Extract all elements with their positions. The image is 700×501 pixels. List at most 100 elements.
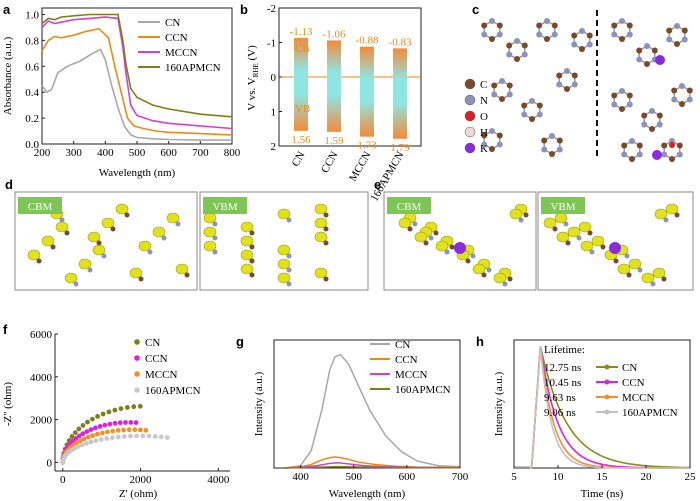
cb-value-CN: -1.13	[290, 26, 313, 38]
point-160APMCN	[75, 444, 81, 449]
y-tick-label: -1	[267, 38, 276, 50]
point-CCN	[112, 420, 118, 426]
nitrogen-atom	[626, 31, 633, 38]
density-lobe	[314, 267, 328, 279]
carbon-atom	[496, 22, 503, 29]
legend-swatch-CCN	[134, 355, 140, 361]
carbon-atom	[679, 101, 685, 107]
nitrogen-atom	[656, 121, 663, 128]
x-tick-label: 200	[34, 147, 51, 159]
y-tick-label: -2	[267, 3, 276, 15]
carbon-atom	[565, 240, 571, 246]
point-MCCN	[90, 433, 95, 438]
density-lobe	[641, 272, 655, 284]
point-160APMCN	[121, 434, 127, 439]
density-lobe	[203, 240, 217, 252]
x-tick-label: 25	[685, 471, 697, 483]
density-lobe	[314, 217, 328, 229]
potassium-atom	[454, 242, 466, 254]
nitrogen-atom	[489, 18, 495, 24]
nitrogen-atom	[286, 267, 292, 273]
density-lobe	[314, 231, 328, 243]
density-lobe	[414, 231, 428, 243]
carbon-atom	[529, 116, 535, 122]
panel-label-f: f	[3, 322, 8, 337]
nitrogen-atom	[649, 108, 655, 114]
nitrogen-atom	[286, 281, 292, 287]
potassium-atom	[652, 150, 662, 160]
carbon-atom	[481, 272, 487, 278]
carbon-atom	[506, 82, 513, 89]
legend-label-H: H	[480, 127, 488, 139]
band-bar-CN	[294, 38, 308, 131]
density-lobe	[509, 208, 523, 220]
nitrogen-atom	[506, 51, 513, 58]
legend-label-CN: CN	[622, 362, 637, 374]
x-tick-label: 5	[511, 471, 517, 483]
nitrogen-atom	[636, 56, 643, 63]
legend-label-160APMCN: 160APMCN	[395, 384, 451, 396]
chart-b-ylabel: V vs. VRHE (V)	[246, 45, 260, 111]
carbon-atom	[661, 276, 667, 282]
legend-title-h: Lifetime:	[544, 344, 585, 356]
nitrogen-atom	[661, 151, 668, 158]
y-tick-label: 6000	[30, 329, 53, 341]
carbon-atom	[323, 276, 329, 282]
carbon-atom	[636, 47, 643, 54]
point-MCCN	[99, 430, 105, 436]
map-label-d_cbm: CBM	[28, 201, 53, 213]
carbon-atom	[674, 41, 680, 47]
density-lobe	[543, 217, 557, 229]
x-tick-label: 800	[224, 147, 241, 159]
point-160APMCN	[84, 441, 89, 446]
carbon-atom	[600, 244, 606, 250]
legend-swatch-CN	[134, 339, 140, 345]
nitrogen-atom	[73, 281, 79, 287]
nitrogen-atom	[412, 221, 418, 227]
carbon-atom	[64, 230, 70, 236]
series-CN	[41, 48, 232, 141]
x-tick-label: 2000	[130, 474, 153, 486]
nitrogen-atom	[491, 91, 498, 98]
density-lobe	[277, 272, 291, 284]
x-tick-label: 600	[160, 147, 177, 159]
y-tick-label: 0.2	[25, 113, 39, 125]
nitrogen-atom	[481, 141, 488, 148]
chart-g-frame	[273, 339, 461, 469]
point-CCN	[117, 420, 123, 426]
density-lobe	[129, 267, 143, 279]
legend-swatch-160APMCN	[134, 387, 140, 393]
carbon-atom	[521, 102, 528, 109]
category-label-MCCN: MCCN	[347, 149, 374, 183]
carbon-atom	[579, 46, 585, 52]
x-tick-label: 500	[129, 147, 146, 159]
x-tick-label: 300	[65, 147, 82, 159]
carbon-atom	[110, 226, 116, 232]
map-label-box-d_cbm	[18, 197, 62, 214]
chart-g-xlabel: Wavelength (nm)	[329, 488, 406, 500]
nitrogen-atom	[212, 235, 218, 241]
legend-label-CN: CN	[395, 339, 410, 351]
legend-label-O: O	[480, 111, 488, 123]
carbon-atom	[514, 56, 520, 62]
density-lobe	[617, 263, 631, 275]
vb-value-MCCN: 1.73	[357, 140, 377, 152]
y-tick-label: 0	[47, 457, 53, 469]
density-lobe	[665, 203, 679, 215]
carbon-atom	[481, 22, 488, 29]
chart-a-xlabel: Wavelength (nm)	[99, 167, 176, 179]
density-maps: CBM VBM CBM VBM	[14, 191, 694, 291]
nitrogen-atom	[549, 133, 555, 139]
point-160APMCN	[93, 438, 99, 444]
lifetime-160APMCN: 9.06 ns	[544, 407, 576, 419]
point-160APMCN	[115, 434, 121, 440]
cb-value-160APMCN: -0.83	[389, 36, 412, 48]
carbon-atom	[124, 212, 130, 218]
density-lobe	[628, 258, 642, 270]
legend-label-K: K	[480, 143, 488, 155]
point-CN	[100, 411, 106, 417]
nitrogen-atom	[551, 31, 558, 38]
panel-label-e: e	[374, 177, 381, 192]
carbon-atom	[686, 87, 693, 94]
